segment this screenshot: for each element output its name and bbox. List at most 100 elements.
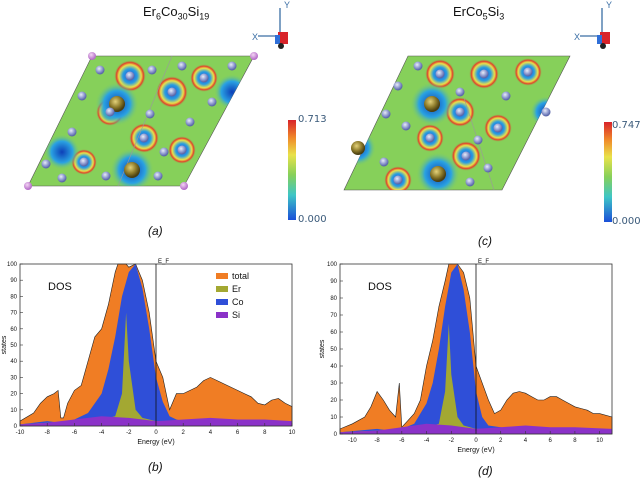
x-tick-label: 4 (524, 438, 528, 444)
co-atom-icon (541, 107, 551, 117)
title-subscript: 3 (499, 11, 505, 22)
axes-gizmo-c: Y X (574, 0, 612, 49)
co-atom-icon (199, 73, 209, 83)
x-tick-label: -4 (99, 430, 105, 436)
co-atom-icon (57, 173, 67, 183)
atoms (351, 61, 551, 187)
title-text: Er (143, 4, 156, 19)
dos-chart-d: E_F 0 10 20 30 40 50 60 70 80 90 100 -10 -8 -6 -4 -2 0 2 4 6… (319, 259, 613, 454)
x-tick-label: -6 (399, 438, 405, 444)
co-atom-icon (493, 123, 503, 133)
y-tick-label: 10 (330, 415, 337, 421)
legend-label-si: Si (232, 310, 240, 320)
legend-swatch-co (216, 299, 228, 305)
title-text: Si (187, 4, 200, 19)
co-atom-icon (425, 133, 435, 143)
x-tick-label: 0 (154, 430, 158, 436)
co-atom-icon (101, 171, 111, 181)
y-tick-label: 30 (10, 375, 17, 381)
x-tick-label: -10 (16, 430, 25, 436)
x-tick-label: 8 (263, 430, 267, 436)
y-tick-label: 30 (330, 381, 337, 387)
panel-a-title: Er6Co30Si19 (143, 4, 209, 22)
co-atom-icon (41, 159, 51, 169)
co-atom-icon (67, 127, 77, 137)
axis-label-x: X (252, 32, 258, 42)
x-tick-label: -4 (424, 438, 430, 444)
co-atom-icon (379, 157, 389, 167)
co-atom-icon (95, 65, 105, 75)
x-tick-label: -10 (348, 438, 357, 444)
y-axis-label: states (319, 339, 326, 358)
colorbar-a (288, 120, 296, 220)
legend-swatch-total (216, 273, 228, 279)
y-tick-label: 50 (10, 343, 17, 349)
axis-label-y: Y (284, 0, 290, 10)
x-tick-label: 8 (573, 438, 577, 444)
fermi-label: E_F (158, 259, 169, 265)
dos-annotation: DOS (48, 281, 72, 293)
co-atom-icon (79, 157, 89, 167)
co-atom-icon (125, 71, 135, 81)
si-atom-icon (88, 52, 96, 60)
co-atom-icon (167, 87, 177, 97)
dos-annotation: DOS (368, 281, 392, 293)
x-tick-label: -2 (126, 430, 132, 436)
er-atom-icon (109, 96, 125, 112)
gizmo-origin-icon (600, 43, 606, 49)
y-tick-label: 0 (334, 432, 338, 438)
co-atom-icon (153, 171, 163, 181)
co-atom-icon (435, 69, 445, 79)
y-tick-label: 60 (330, 330, 337, 336)
y-tick-label: 40 (10, 359, 17, 365)
gizmo-face-icon (275, 35, 280, 44)
co-atom-icon (77, 91, 87, 101)
series-total-area (19, 263, 293, 427)
y-tick-label: 40 (330, 364, 337, 370)
co-atom-icon (393, 81, 403, 91)
gizmo-cube-icon (600, 32, 610, 44)
title-subscript: 5 (482, 11, 488, 22)
atoms (24, 52, 258, 190)
co-atom-icon (465, 177, 475, 187)
co-atom-icon (159, 147, 169, 157)
y-tick-label: 100 (327, 262, 338, 268)
co-atom-icon (177, 61, 187, 71)
caption-a: (a) (148, 224, 163, 238)
x-tick-label: 6 (549, 438, 553, 444)
y-tick-label: 90 (330, 279, 337, 285)
x-tick-label: 10 (596, 438, 603, 444)
title-text: ErCo (453, 4, 483, 19)
colorbar-c-min: 0.000 (612, 216, 640, 227)
co-atom-icon (501, 91, 511, 101)
x-axis-label: Energy (eV) (137, 439, 174, 446)
title-text: Si (487, 4, 500, 19)
co-atom-icon (207, 97, 217, 107)
y-tick-label: 60 (10, 327, 17, 333)
colorbar-a-max: 0.713 (298, 114, 327, 125)
gizmo-face-icon (597, 35, 602, 44)
er-atom-icon (124, 162, 140, 178)
y-tick-label: 10 (10, 408, 17, 414)
x-tick-label: 2 (182, 430, 186, 436)
co-atom-icon (401, 121, 411, 131)
co-atom-icon (139, 133, 149, 143)
title-subscript: 19 (199, 11, 210, 22)
co-atom-icon (483, 163, 493, 173)
co-atom-icon (523, 67, 533, 77)
caption-c: (c) (478, 234, 492, 248)
x-axis-label: Energy (eV) (457, 447, 494, 454)
x-tick-label: 6 (236, 430, 240, 436)
er-atom-icon (424, 96, 440, 112)
title-subscript: 6 (156, 11, 162, 22)
co-atom-icon (177, 145, 187, 155)
y-tick-label: 70 (330, 313, 337, 319)
x-tick-label: 4 (209, 430, 213, 436)
caption-b: (b) (148, 460, 163, 474)
y-axis-label: states (1, 335, 8, 354)
x-tick-label: -6 (72, 430, 78, 436)
y-tick-label: 100 (7, 262, 18, 268)
co-atom-icon (185, 117, 195, 127)
y-tick-label: 80 (10, 294, 17, 300)
co-atom-icon (145, 109, 155, 119)
